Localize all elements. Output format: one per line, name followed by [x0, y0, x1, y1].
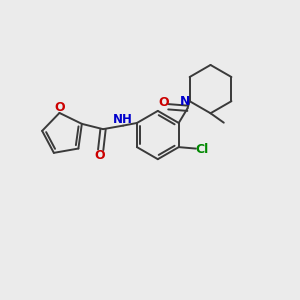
- Text: NH: NH: [112, 113, 132, 126]
- Text: Cl: Cl: [196, 143, 209, 156]
- Text: O: O: [159, 96, 169, 109]
- Text: N: N: [180, 95, 191, 108]
- Text: O: O: [95, 148, 105, 162]
- Text: O: O: [55, 101, 65, 114]
